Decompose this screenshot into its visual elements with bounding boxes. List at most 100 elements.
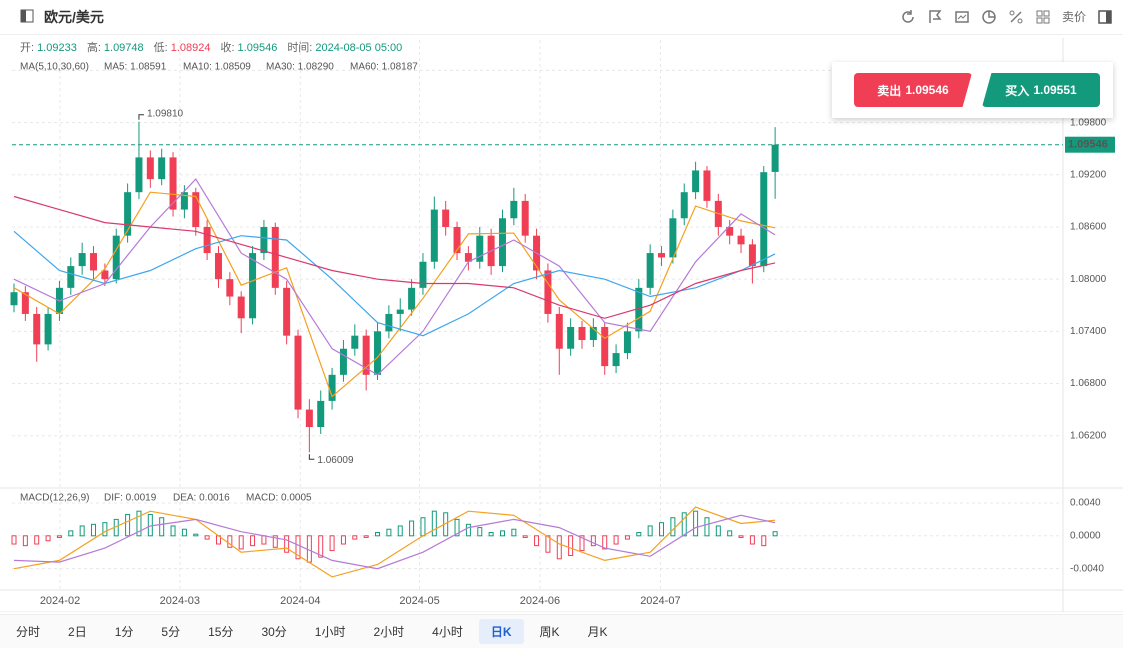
pie-icon[interactable] <box>981 9 997 25</box>
period-tab[interactable]: 1分 <box>114 625 134 639</box>
sell-button[interactable]: 卖出 1.09546 <box>854 73 972 107</box>
candle-body <box>271 226 279 288</box>
macd-bar <box>250 535 256 547</box>
candle-body <box>453 226 461 254</box>
percent-icon[interactable] <box>1008 9 1024 25</box>
info-value: 1.09748 <box>103 42 144 54</box>
macd-bar <box>556 535 562 560</box>
period-tab[interactable]: 2小时 <box>373 625 405 639</box>
candle-body <box>203 226 211 254</box>
x-tick-label: 2024-02 <box>40 595 80 607</box>
candle-body <box>169 157 177 210</box>
macd-bar <box>454 518 460 537</box>
candle-body <box>249 253 257 319</box>
panel-icon[interactable] <box>1097 9 1113 25</box>
macd-bar <box>579 535 585 552</box>
period-tab[interactable]: 4小时 <box>432 625 463 639</box>
info-value: 2024-08-05 05:00 <box>315 42 403 54</box>
macd-bar <box>238 535 244 550</box>
info-value: 1.09233 <box>37 42 77 54</box>
macd-bar <box>363 535 369 538</box>
macd-bar <box>397 525 403 537</box>
candle-body <box>33 313 41 345</box>
macd-bar <box>738 535 744 538</box>
period-tab[interactable]: 分时 <box>16 625 41 639</box>
period-tab[interactable]: 30分 <box>261 625 287 639</box>
macd-bar <box>193 533 199 537</box>
period-tab[interactable]: 15分 <box>208 625 234 639</box>
refresh-icon[interactable] <box>900 9 916 25</box>
period-tab[interactable]: 周K <box>539 625 560 639</box>
period-tab[interactable]: 2日 <box>68 625 87 639</box>
draw-icon[interactable] <box>927 9 943 25</box>
macd-bar <box>647 525 653 537</box>
macd-bar <box>659 522 665 537</box>
macd-bar <box>749 535 755 545</box>
macd-bar <box>352 535 358 540</box>
candle-body <box>658 253 666 258</box>
candle-body <box>419 261 427 288</box>
macd-bar <box>318 535 324 558</box>
macd-bar <box>227 535 233 548</box>
y-tick-label: 1.08600 <box>1070 222 1107 233</box>
candle-body <box>544 270 552 314</box>
candle-body <box>669 218 677 258</box>
candle-body <box>44 313 52 345</box>
candle-body <box>10 292 18 306</box>
period-tab[interactable]: 1小时 <box>314 625 346 639</box>
candle-body <box>351 335 359 349</box>
candle-body <box>385 313 393 332</box>
x-tick-label: 2024-03 <box>160 595 200 607</box>
macd-bar <box>340 535 346 545</box>
last-price-tag <box>1065 136 1115 153</box>
layout-icon[interactable] <box>20 9 36 25</box>
period-tab[interactable]: 月K <box>587 625 608 639</box>
macd-bar <box>545 535 551 553</box>
indicator-icon[interactable] <box>954 9 970 25</box>
x-tick-label: 2024-07 <box>640 595 680 607</box>
macd-bar <box>11 535 17 545</box>
candle-body <box>476 235 484 262</box>
title: 欧元/美元 <box>44 9 104 25</box>
period-tab[interactable]: 5分 <box>161 625 181 639</box>
candle-body <box>771 144 779 172</box>
candle-body <box>680 192 688 219</box>
min-label: 1.06009 <box>317 455 354 466</box>
macd-bar <box>329 535 335 552</box>
macd-bar <box>511 528 517 537</box>
macd-bar <box>22 535 28 547</box>
period-tab[interactable]: 日K <box>478 619 524 644</box>
bid-toggle[interactable]: 卖价 <box>1061 10 1086 24</box>
info-label: 时间: <box>287 42 313 54</box>
legend-item: MA5: 1.08591 <box>104 62 167 73</box>
macd-bar <box>772 531 778 537</box>
macd-bar <box>284 535 290 553</box>
candle-body <box>430 209 438 262</box>
candle-body <box>396 309 404 314</box>
buy-price: 1.09551 <box>1033 83 1077 97</box>
buy-button[interactable]: 买入 1.09551 <box>982 73 1100 107</box>
indicator-label: MACD(12,26,9) <box>20 493 89 504</box>
candle-body <box>78 253 86 267</box>
candle-body <box>726 226 734 236</box>
legend-item: MACD: 0.0005 <box>246 493 312 504</box>
macd-bar <box>34 535 40 545</box>
macd-bar <box>704 517 710 537</box>
candle-body <box>294 335 302 410</box>
macd-bar <box>272 535 278 548</box>
candle-body <box>283 287 291 336</box>
info-label: 低: <box>153 42 168 54</box>
candle-body <box>226 279 234 297</box>
candle-body <box>90 253 98 271</box>
macd-bar <box>636 532 642 537</box>
candle-body <box>601 326 609 367</box>
macd-bar <box>624 535 630 540</box>
macd-bar <box>681 512 687 537</box>
macd-bar <box>56 535 62 538</box>
macd-bar <box>499 530 505 537</box>
macd-bar <box>375 532 381 537</box>
indicator-line <box>13 514 776 570</box>
y-tick-label: -0.0040 <box>1070 563 1104 574</box>
grid-icon[interactable] <box>1035 9 1051 25</box>
macd-bar <box>727 530 733 537</box>
